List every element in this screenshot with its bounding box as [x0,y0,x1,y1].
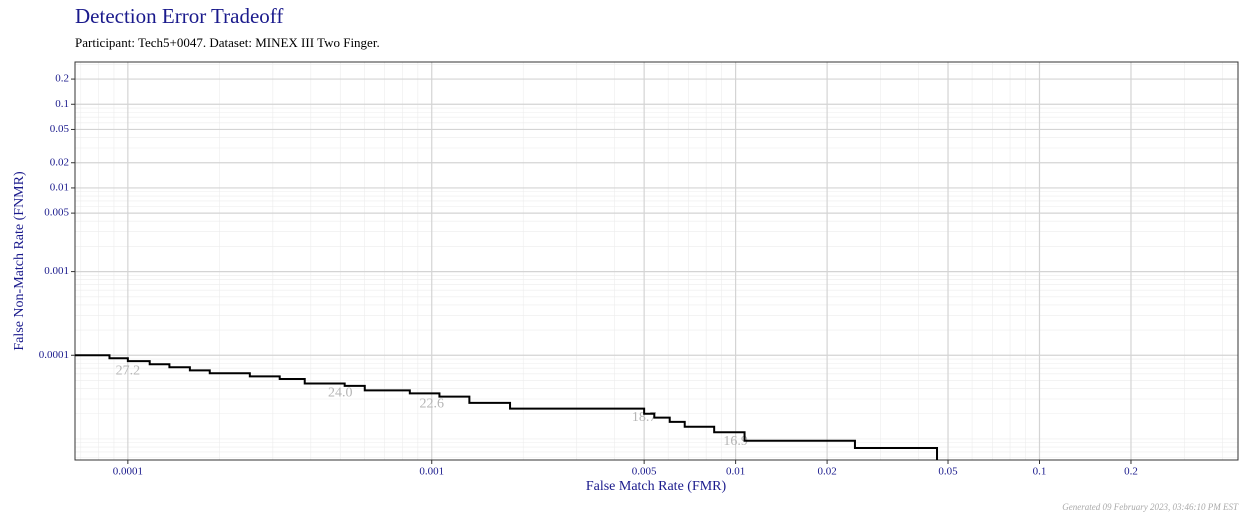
y-tick-label: 0.001 [44,265,69,277]
y-tick-label: 0.02 [50,156,69,168]
threshold-label: 22.6 [419,396,444,411]
y-tick-label: 0.05 [50,123,70,135]
x-tick-label: 0.0001 [113,466,143,478]
footer: Generated 09 February 2023, 03:46:10 PM … [1062,502,1239,512]
det-curve [75,354,939,460]
y-tick-label: 0.0001 [39,349,69,361]
threshold-label: 24.0 [328,386,353,401]
x-tick-label: 0.1 [1033,466,1047,478]
x-tick-label: 0.2 [1124,466,1138,478]
x-axis-label: False Match Rate (FMR) [586,479,727,494]
y-axis-label: False Non-Match Rate (FNMR) [12,171,27,351]
y-tick-label: 0.01 [50,181,69,193]
chart-subtitle: Participant: Tech5+0047. Dataset: MINEX … [75,35,380,50]
y-tick-label: 0.005 [44,207,69,219]
y-tick-label: 0.2 [55,73,69,85]
plot-frame [74,61,1239,461]
x-tick-label: 0.005 [632,466,657,478]
x-tick-label: 0.02 [817,466,836,478]
x-tick-label: 0.001 [419,466,444,478]
x-tick-label: 0.01 [726,466,745,478]
threshold-label: 16.9 [723,434,748,449]
chart-title: Detection Error Tradeoff [75,4,283,28]
threshold-label: 27.2 [116,363,141,378]
y-tick-label: 0.1 [55,98,69,110]
x-tick-label: 0.05 [938,466,958,478]
